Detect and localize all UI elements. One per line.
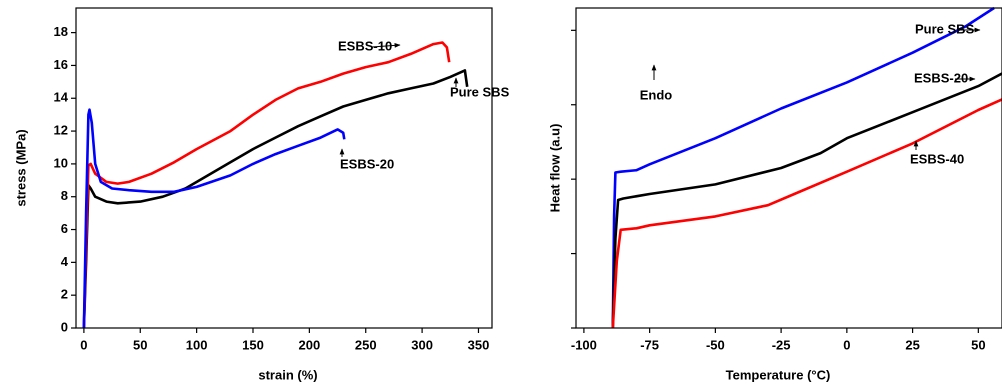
line-series (82, 108, 346, 329)
x-tick-label: 50 (133, 337, 147, 352)
x-tick-label: -75 (640, 337, 659, 352)
y-tick-label: 8 (61, 188, 68, 203)
x-tick-label: 50 (971, 337, 985, 352)
x-axis-label: Temperature (°C) (726, 367, 831, 382)
y-tick-label: 10 (54, 155, 68, 170)
x-tick-label: -50 (706, 337, 725, 352)
line-series (611, 98, 1002, 329)
x-tick-label: -100 (571, 337, 597, 352)
x-tick-label: 200 (299, 337, 321, 352)
line-series (82, 69, 469, 329)
x-tick-label: 300 (411, 337, 433, 352)
line-series (611, 6, 995, 329)
line-series (82, 41, 451, 329)
y-tick-label: 2 (61, 287, 68, 302)
x-tick-label: 0 (80, 337, 87, 352)
x-tick-label: 100 (186, 337, 208, 352)
series-annotation: ESBS-20 (340, 156, 394, 171)
x-axis-label: strain (%) (258, 367, 317, 382)
plot-frame (75, 7, 493, 329)
y-axis-label: stress (MPa) (13, 129, 28, 206)
x-tick-label: 0 (843, 337, 850, 352)
y-tick-label: 0 (61, 319, 68, 334)
y-axis-label: Heat flow (a.u) (547, 124, 562, 213)
series-annotation: Pure SBS (915, 21, 975, 36)
line-series (611, 72, 1002, 329)
series-annotation: ESBS-10 (338, 38, 392, 53)
x-tick-label: 25 (905, 337, 919, 352)
y-tick-label: 14 (54, 90, 69, 105)
y-tick-label: 6 (61, 221, 68, 236)
annotation-arrow (371, 42, 401, 48)
plot-frame (575, 7, 1002, 329)
x-tick-label: -25 (772, 337, 791, 352)
x-tick-label: 150 (242, 337, 264, 352)
series-annotation: ESBS-40 (910, 151, 964, 166)
y-tick-label: 16 (54, 57, 68, 72)
x-tick-label: 350 (468, 337, 490, 352)
y-tick-label: 18 (54, 24, 68, 39)
annotation: Endo (640, 87, 673, 102)
series-annotation: Pure SBS (450, 84, 510, 99)
y-tick-label: 4 (61, 254, 69, 269)
x-tick-label: 250 (355, 337, 377, 352)
y-tick-label: 12 (54, 123, 68, 138)
series-annotation: ESBS-20 (914, 70, 968, 85)
